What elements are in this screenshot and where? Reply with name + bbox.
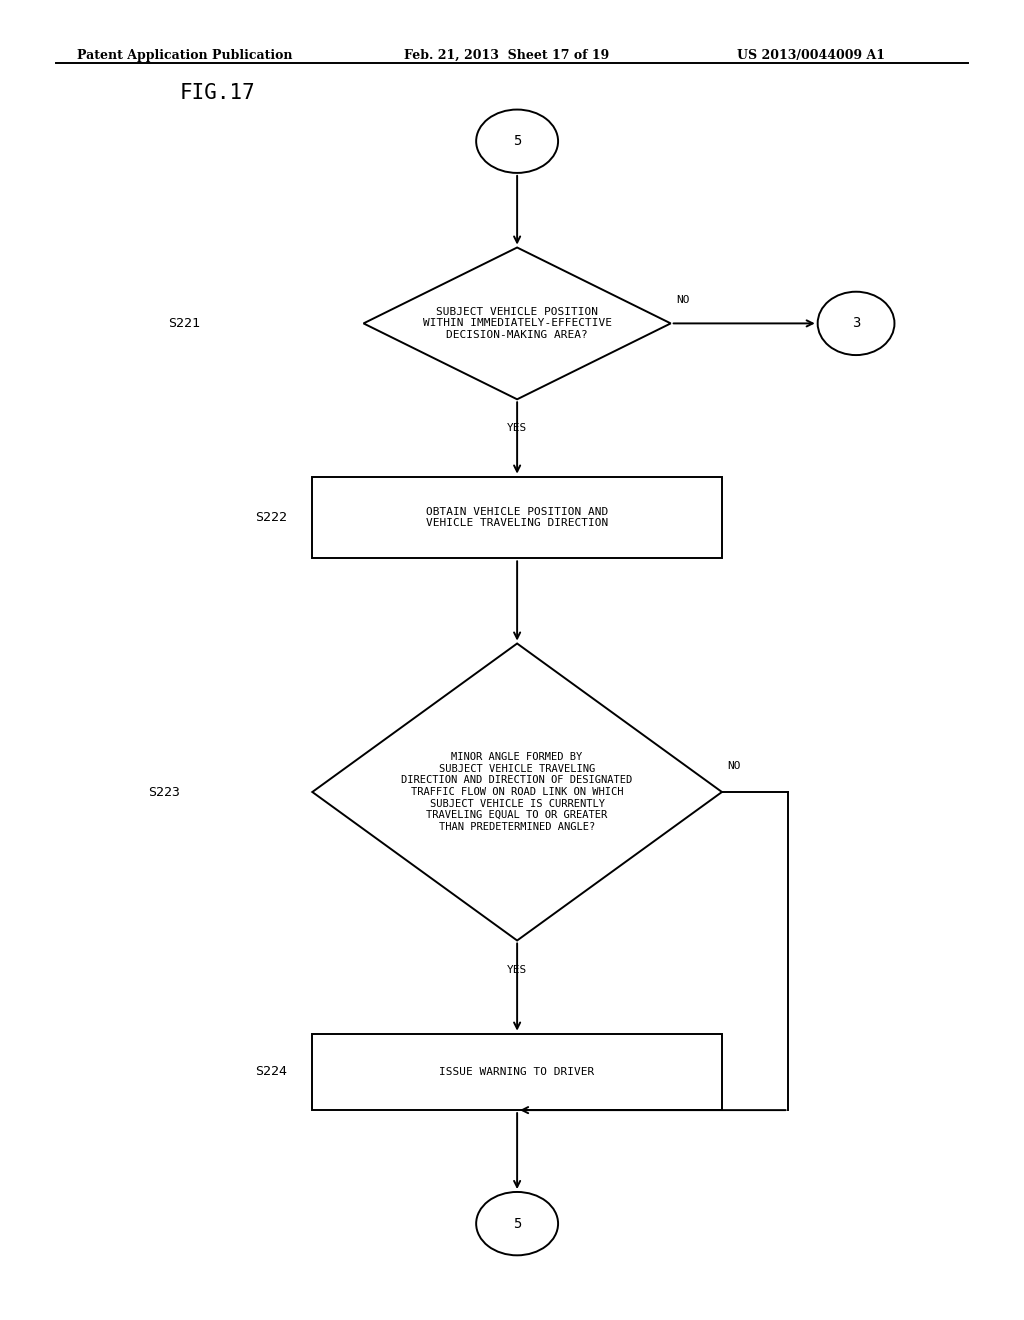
Text: YES: YES: [507, 965, 527, 974]
Text: NO: NO: [676, 294, 690, 305]
Text: S221: S221: [168, 317, 201, 330]
Text: FIG.17: FIG.17: [179, 83, 255, 103]
Text: Feb. 21, 2013  Sheet 17 of 19: Feb. 21, 2013 Sheet 17 of 19: [404, 49, 609, 62]
Text: ISSUE WARNING TO DRIVER: ISSUE WARNING TO DRIVER: [439, 1067, 595, 1077]
Text: 5: 5: [513, 1217, 521, 1230]
Text: 5: 5: [513, 135, 521, 148]
Text: OBTAIN VEHICLE POSITION AND
VEHICLE TRAVELING DIRECTION: OBTAIN VEHICLE POSITION AND VEHICLE TRAV…: [426, 507, 608, 528]
Text: S224: S224: [255, 1065, 288, 1078]
Text: US 2013/0044009 A1: US 2013/0044009 A1: [737, 49, 886, 62]
Text: SUBJECT VEHICLE POSITION
WITHIN IMMEDIATELY-EFFECTIVE
DECISION-MAKING AREA?: SUBJECT VEHICLE POSITION WITHIN IMMEDIAT…: [423, 306, 611, 341]
Text: 3: 3: [852, 317, 860, 330]
Text: NO: NO: [727, 760, 741, 771]
Text: MINOR ANGLE FORMED BY
SUBJECT VEHICLE TRAVELING
DIRECTION AND DIRECTION OF DESIG: MINOR ANGLE FORMED BY SUBJECT VEHICLE TR…: [401, 752, 633, 832]
Text: Patent Application Publication: Patent Application Publication: [77, 49, 292, 62]
Text: YES: YES: [507, 424, 527, 433]
Text: S223: S223: [147, 785, 180, 799]
Text: S222: S222: [255, 511, 288, 524]
